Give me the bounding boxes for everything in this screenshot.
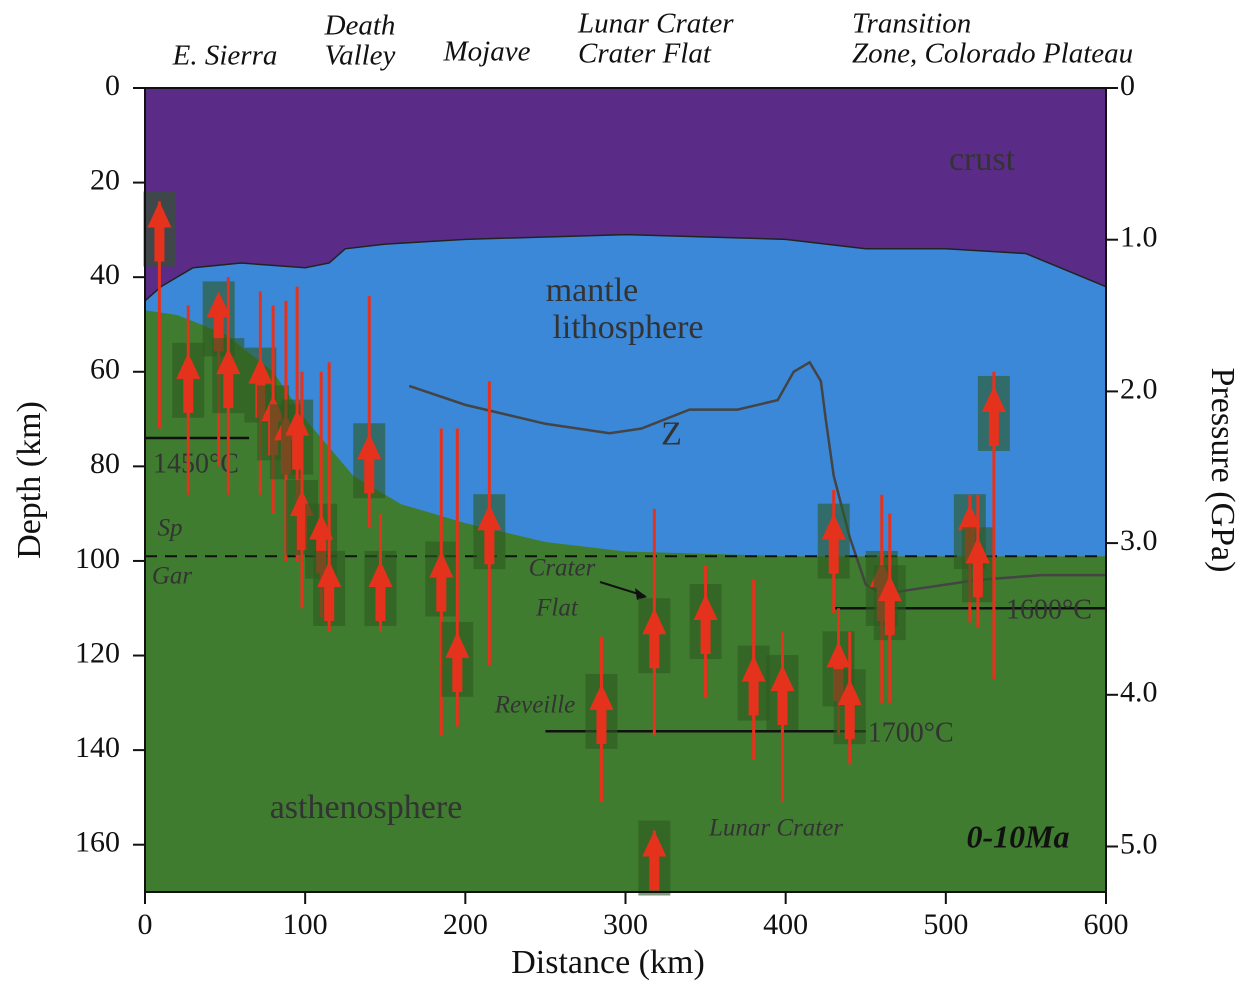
x-tick-label: 500 <box>923 908 968 941</box>
site-label: Lunar Crater <box>708 815 843 842</box>
y-tick-label: 80 <box>90 447 120 480</box>
y-tick-label: 160 <box>75 826 120 859</box>
page: E. Sierra Death Valley Mojave Lunar Crat… <box>0 0 1243 988</box>
z-label: Z <box>661 415 682 452</box>
y-tick-label: 40 <box>90 258 120 291</box>
phase-label: Gar <box>152 563 193 590</box>
y-tick-label: 120 <box>75 636 120 669</box>
layer-label: lithosphere <box>552 309 703 346</box>
y-tick-label: 140 <box>75 731 120 764</box>
region-label: Transition <box>852 8 971 40</box>
layer-label: mantle <box>546 272 639 309</box>
site-label: Reveille <box>494 692 576 719</box>
site-label: Crater <box>529 555 596 582</box>
isotherm-label: 1450°C <box>153 448 239 479</box>
region-label: Zone, Colorado Plateau <box>852 38 1133 70</box>
layer-label: crust <box>949 141 1016 178</box>
y2-tick-label: 5.0 <box>1120 827 1158 860</box>
x-tick-label: 300 <box>603 908 648 941</box>
y-tick-label: 0 <box>105 69 120 102</box>
y2-tick-label: 4.0 <box>1120 676 1158 709</box>
isotherm-label: 1700°C <box>868 718 954 749</box>
phase-label: Sp <box>158 515 183 542</box>
isotherm-label: 1600°C <box>1006 595 1092 626</box>
x-tick-label: 0 <box>138 908 153 941</box>
y2-axis-title: Pressure (GPa) <box>1204 368 1241 573</box>
y2-tick-label: 1.0 <box>1120 221 1158 254</box>
x-tick-label: 200 <box>443 908 488 941</box>
y-tick-label: 100 <box>75 542 120 575</box>
region-label: Crater Flat <box>578 38 712 70</box>
layer-label: asthenosphere <box>270 789 463 826</box>
y-tick-label: 20 <box>90 163 120 196</box>
region-label: Lunar Crater <box>577 8 734 40</box>
x-tick-label: 100 <box>283 908 328 941</box>
y-axis-title: Depth (km) <box>11 401 48 559</box>
region-label: Death <box>324 10 396 42</box>
region-label: E. Sierra <box>172 40 278 72</box>
site-label: Flat <box>535 595 579 622</box>
chart: E. Sierra Death Valley Mojave Lunar Crat… <box>0 0 1243 988</box>
age-label: 0-10Ma <box>966 818 1069 854</box>
y2-tick-label: 2.0 <box>1120 372 1158 405</box>
y-tick-label: 60 <box>90 353 120 386</box>
region-label: Mojave <box>443 36 531 68</box>
region-label: Valley <box>325 40 396 72</box>
y2-tick-label: 3.0 <box>1120 524 1158 557</box>
x-axis-title: Distance (km) <box>511 944 705 981</box>
x-tick-label: 600 <box>1084 908 1129 941</box>
x-tick-label: 400 <box>763 908 808 941</box>
y2-tick-label: 0 <box>1120 69 1135 102</box>
